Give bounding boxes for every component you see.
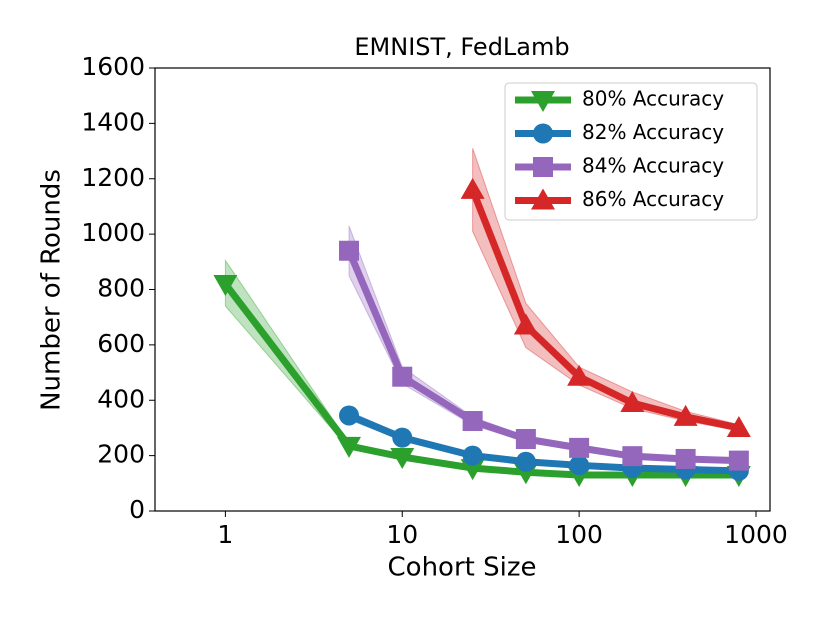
legend-marker (531, 188, 555, 210)
chart-title: EMNIST, FedLamb (354, 33, 569, 61)
marker (569, 455, 590, 476)
marker (390, 448, 415, 470)
legend-marker (531, 91, 555, 112)
x-tick-label: 10 (386, 520, 418, 549)
legend-box (504, 82, 758, 221)
axes-frame (154, 67, 771, 512)
marker (460, 177, 485, 199)
marker (462, 445, 483, 466)
marker (392, 427, 413, 448)
x-tick-label: 100 (555, 520, 603, 549)
legend-marker (533, 123, 553, 144)
x-axis-label: Cohort Size (388, 553, 537, 583)
marker (339, 240, 360, 261)
y-tick-label: 800 (97, 274, 145, 303)
legend-label: 84% Accuracy (582, 154, 724, 178)
line (222, 281, 739, 479)
marker (339, 405, 360, 426)
marker (515, 429, 536, 450)
y-tick-label: 1600 (81, 52, 145, 81)
legend-label: 86% Accuracy (582, 187, 724, 211)
y-tick-label: 0 (129, 495, 145, 524)
marker (622, 446, 643, 467)
y-tick-label: 200 (97, 440, 145, 469)
y-tick-label: 600 (97, 329, 145, 358)
marker (460, 459, 485, 481)
plot-area (213, 148, 751, 488)
y-tick-label: 400 (97, 384, 145, 413)
marker (569, 437, 590, 458)
y-axis-label: Number of Rounds (37, 169, 67, 411)
marker (675, 448, 696, 469)
marker (620, 391, 645, 413)
x-tick-label: 1 (217, 520, 233, 549)
marker (392, 366, 413, 387)
marker (337, 436, 362, 458)
marker (462, 411, 483, 432)
x-tick-label: 1000 (724, 520, 788, 549)
marker (726, 415, 751, 437)
y-tick-label: 1400 (81, 107, 145, 136)
y-tick-label: 1200 (81, 163, 145, 192)
legend-label: 80% Accuracy (582, 87, 724, 111)
legend-marker (533, 157, 553, 177)
marker (513, 313, 538, 335)
marker (673, 404, 698, 426)
marker (515, 451, 536, 472)
line (469, 188, 740, 432)
legend-label: 82% Accuracy (582, 120, 724, 144)
confidence-band (224, 258, 740, 477)
marker (728, 450, 749, 471)
marker (213, 274, 238, 296)
marker (567, 364, 592, 386)
y-tick-label: 1000 (81, 218, 145, 247)
